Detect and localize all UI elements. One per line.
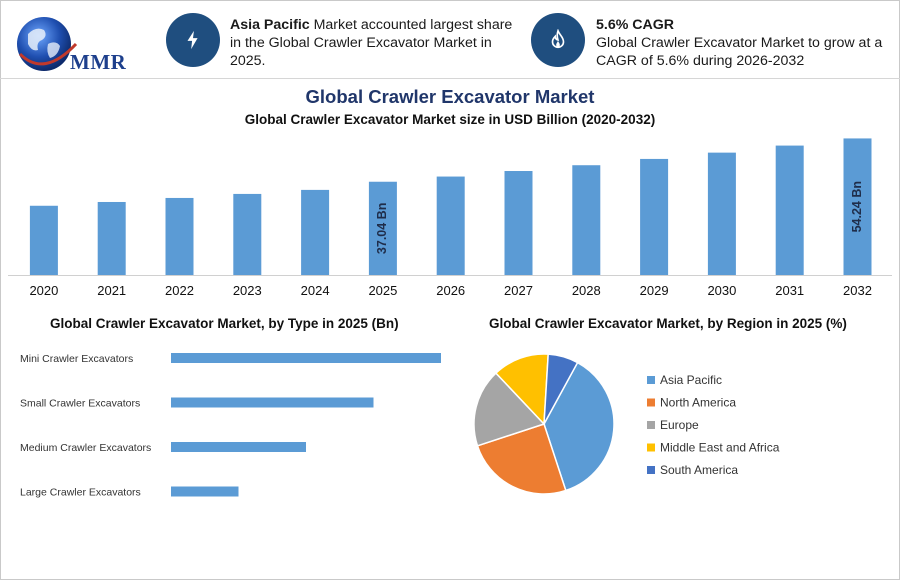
type-bar: [171, 397, 374, 408]
highlight-body-2: Global Crawler Excavator Market to grow …: [596, 35, 883, 69]
highlight-icon-circle-1: [166, 13, 220, 67]
bar-2031: [775, 145, 804, 275]
x-tick-label: 2025: [368, 283, 397, 298]
x-tick-label: 2028: [572, 283, 601, 298]
page-title: Global Crawler Excavator Market: [305, 86, 595, 107]
bar-2025: [368, 181, 397, 275]
x-tick-label: 2030: [707, 283, 736, 298]
flame-icon: [551, 29, 565, 49]
type-bar: [171, 486, 239, 497]
legend-label: North America: [660, 396, 736, 410]
bar-2023: [233, 193, 262, 275]
bar-2032: [843, 138, 872, 275]
legend-label: South America: [660, 463, 738, 477]
bar-2029: [640, 158, 669, 275]
bar-2027: [504, 171, 533, 275]
highlight-bold-2: 5.6% CAGR: [596, 17, 675, 33]
bar-2030: [707, 152, 736, 275]
legend-swatch: [647, 421, 655, 429]
type-bar: [171, 442, 306, 452]
legend-label: Asia Pacific: [660, 373, 722, 387]
x-tick-label: 2027: [504, 283, 533, 298]
x-tick-label: 2023: [233, 283, 262, 298]
x-tick-label: 2032: [843, 283, 872, 298]
legend-label: Europe: [660, 418, 699, 432]
bar-2022: [165, 197, 194, 275]
highlight-icon-circle-2: [531, 13, 585, 67]
bar-2021: [97, 201, 126, 275]
highlight-text-2: 5.6% CAGR Global Crawler Excavator Marke…: [596, 16, 886, 70]
bar-2024: [301, 189, 330, 275]
pie-slice: [476, 423, 567, 495]
type-label: Mini Crawler Excavators: [20, 353, 133, 365]
header-divider: [0, 78, 900, 79]
type-bar: [171, 353, 441, 363]
pie-slice: [494, 353, 550, 426]
x-tick-label: 2029: [640, 283, 669, 298]
chart-subtitle: Global Crawler Excavator Market size in …: [244, 112, 656, 127]
type-chart-title: Global Crawler Excavator Market, by Type…: [50, 316, 399, 331]
lightning-icon: [187, 30, 198, 50]
highlight-text-1: Asia Pacific Market accounted largest sh…: [230, 16, 520, 70]
bar-2020: [29, 205, 58, 275]
x-tick-label: 2026: [436, 283, 465, 298]
bar-data-label: 37.04 Bn: [375, 203, 389, 254]
type-label: Medium Crawler Excavators: [20, 442, 151, 454]
market-size-bar-chart: 2020 2021 2022 2023 2024 2025 37.04 Bn 2026 2027…: [8, 138, 892, 298]
pie-slice: [543, 361, 615, 492]
type-bar-chart: Mini Crawler Excavators Small Crawler Exc…: [20, 353, 441, 499]
region-chart-title: Global Crawler Excavator Market, by Regi…: [489, 316, 847, 331]
legend-swatch: [647, 443, 655, 452]
bar-2026: [436, 176, 465, 275]
x-tick-label: 2031: [775, 283, 804, 298]
logo-text: MMR: [70, 50, 127, 74]
type-label: Small Crawler Excavators: [20, 398, 140, 410]
highlight-body-1: Market accounted largest share in the Gl…: [230, 17, 513, 69]
region-pie-chart: Asia Pacific North America Europe Middle Ea…: [473, 353, 780, 495]
x-tick-label: 2021: [97, 283, 126, 298]
bar-data-label: 54.24 Bn: [850, 181, 864, 232]
pie-slice: [543, 353, 579, 425]
pie-slice: [473, 372, 546, 447]
legend-swatch: [647, 398, 655, 407]
legend-swatch: [647, 376, 655, 384]
legend-swatch: [647, 466, 655, 474]
highlight-bold-1: Asia Pacific: [230, 17, 310, 33]
x-tick-label: 2022: [165, 283, 194, 298]
legend-label: Middle East and Africa: [660, 441, 780, 455]
mmr-logo: [17, 17, 78, 71]
x-tick-label: 2024: [301, 283, 330, 298]
bar-2028: [572, 165, 601, 275]
type-label: Large Crawler Excavators: [20, 487, 141, 499]
x-tick-label: 2020: [29, 283, 58, 298]
